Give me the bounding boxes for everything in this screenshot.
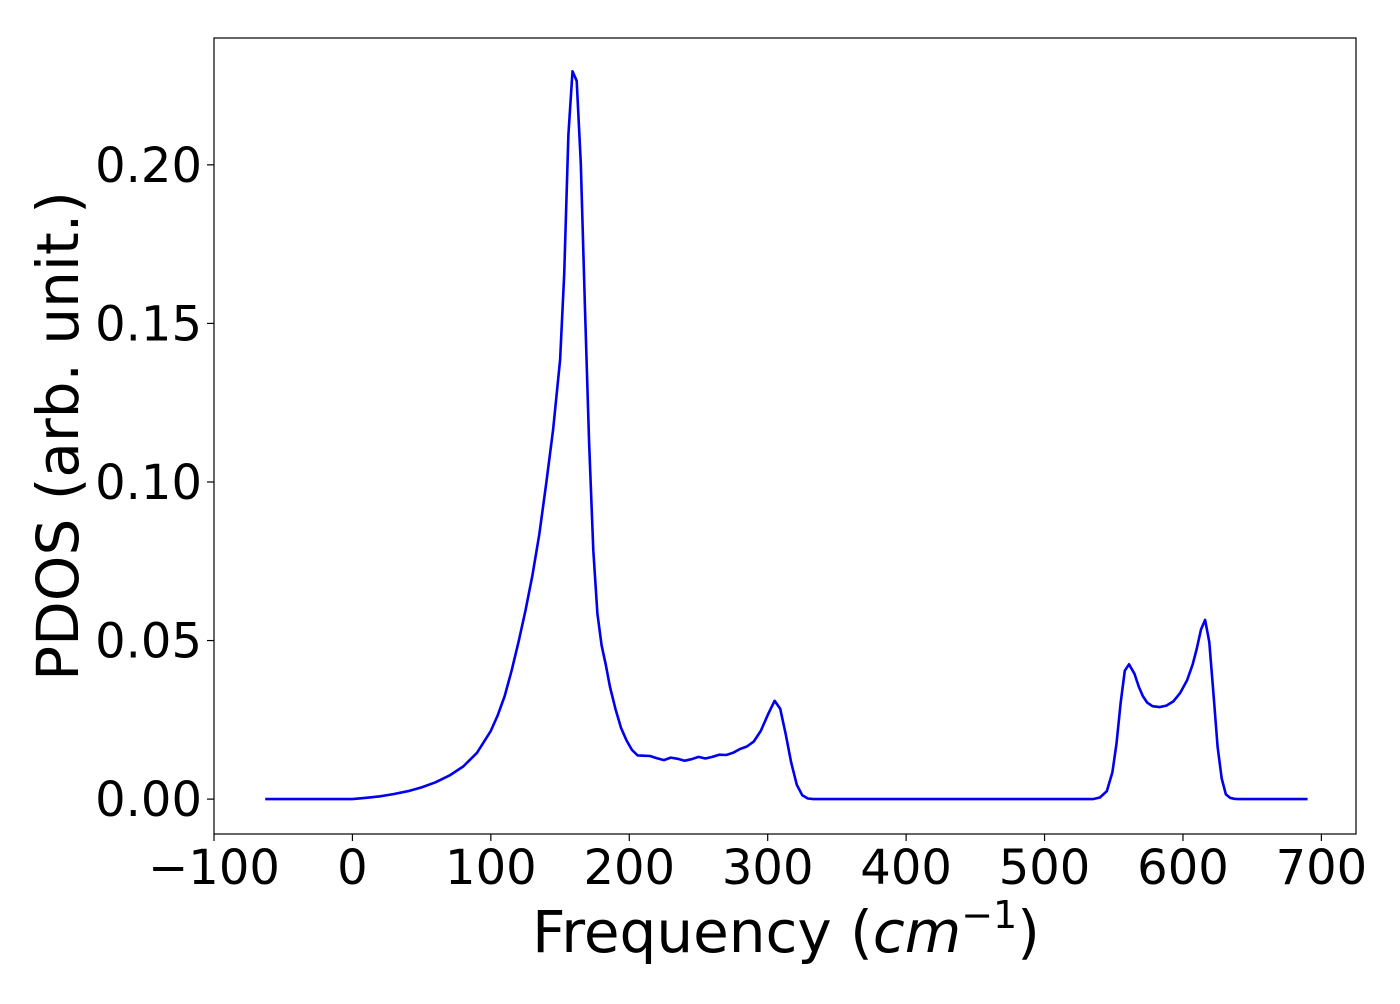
y-tick-label: 0.00 xyxy=(95,772,202,828)
pdos-series-line xyxy=(265,70,1308,801)
x-tick-label: 600 xyxy=(1137,840,1229,896)
x-tick-label: 200 xyxy=(583,840,675,896)
y-tick-label: 0.10 xyxy=(95,455,202,511)
x-tick-label: 700 xyxy=(1276,840,1368,896)
y-tick-label: 0.15 xyxy=(95,296,202,352)
y-tick-label: 0.20 xyxy=(95,138,202,194)
x-tick-label: 100 xyxy=(445,840,537,896)
y-axis-label: PDOS (arb. unit.) xyxy=(24,191,92,681)
x-axis-unit-exp: −1 xyxy=(961,893,1017,937)
x-axis-label: Frequency (cm−1) xyxy=(532,893,1040,966)
x-axis-unit-base: cm xyxy=(873,898,961,966)
x-tick-label: 0 xyxy=(337,840,368,896)
series-layer xyxy=(265,70,1308,801)
x-tick-label: −100 xyxy=(148,840,280,896)
x-tick-label: 300 xyxy=(722,840,814,896)
plot-frame xyxy=(213,37,1357,835)
x-axis-label-text: Frequency ( xyxy=(532,898,873,966)
x-tick-label: 400 xyxy=(860,840,952,896)
x-axis-label-close: ) xyxy=(1017,898,1040,966)
y-tick-label: 0.05 xyxy=(95,614,202,670)
x-tick-label: 500 xyxy=(999,840,1091,896)
ticks-layer: −100 0 100 200 300 400 500 600 700 0.00 0.05 0.10 0.… xyxy=(95,138,1367,896)
